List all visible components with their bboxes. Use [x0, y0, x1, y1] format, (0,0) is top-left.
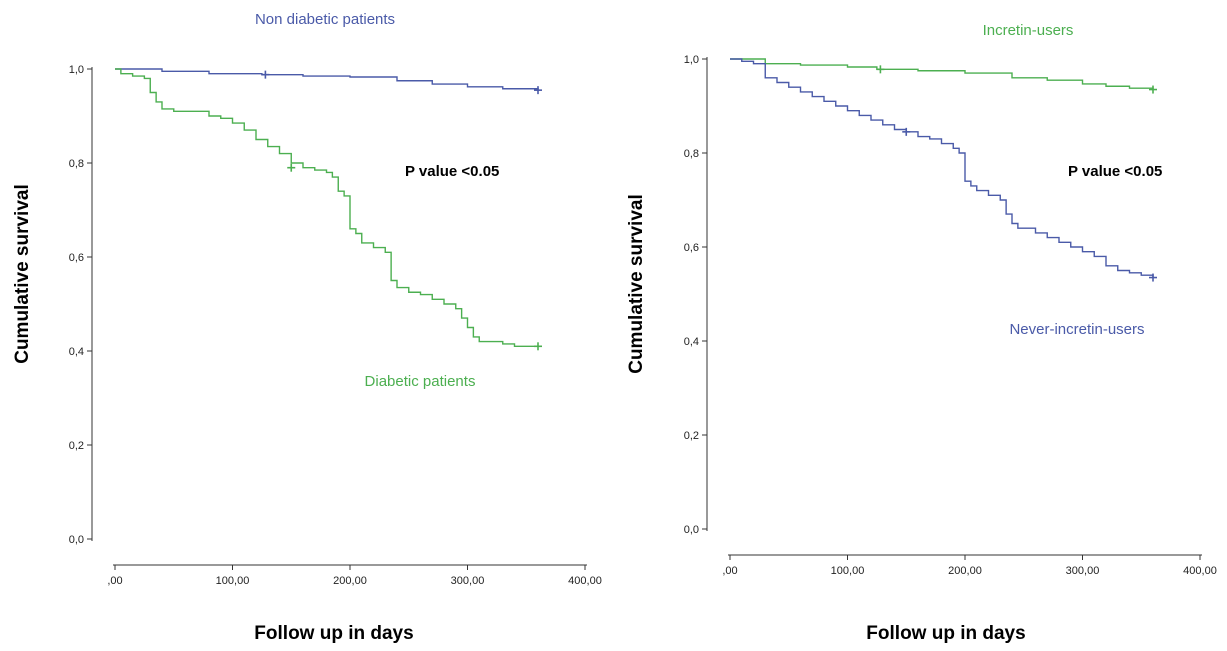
y-tick-label: 0,4	[684, 336, 699, 348]
p-value-annotation: P value <0.05	[405, 163, 499, 180]
survival-curve-1	[730, 58, 1154, 90]
x-tick-label: 200,00	[948, 565, 982, 577]
x-tick-label: 300,00	[1066, 565, 1100, 577]
censor-mark	[876, 65, 885, 74]
x-tick-label: 400,00	[568, 575, 602, 587]
y-tick-label: 0,6	[69, 252, 84, 264]
x-tick-label: ,00	[722, 565, 737, 577]
y-tick-label: 0,0	[69, 534, 84, 546]
x-axis-title: Follow up in days	[254, 623, 413, 644]
p-value-annotation: P value <0.05	[1068, 163, 1162, 180]
censor-mark	[287, 163, 296, 172]
x-tick-label: 200,00	[333, 575, 367, 587]
x-tick-label: 300,00	[451, 575, 485, 587]
y-tick-label: 0,8	[684, 148, 699, 160]
y-tick-label: 0,8	[69, 158, 84, 170]
series-label-1: Incretin-users	[983, 22, 1074, 39]
survival-curve-2	[115, 68, 538, 347]
censor-mark	[534, 342, 542, 351]
y-tick-label: 0,6	[684, 242, 699, 254]
survival-curve-2	[730, 58, 1154, 278]
y-tick-label: 0,4	[69, 346, 84, 358]
censor-mark	[902, 127, 911, 136]
y-tick-label: 1,0	[69, 64, 84, 76]
censor-mark	[1149, 273, 1157, 282]
y-tick-label: 0,0	[684, 524, 699, 536]
y-tick-label: 1,0	[684, 54, 699, 66]
x-tick-label: 100,00	[216, 575, 250, 587]
x-axis-title: Follow up in days	[866, 623, 1025, 644]
censor-mark	[1149, 85, 1157, 94]
y-axis-title: Cumulative survival	[626, 194, 647, 374]
series-label-1: Non diabetic patients	[255, 11, 395, 28]
x-tick-label: 100,00	[831, 565, 865, 577]
y-axis-title: Cumulative survival	[12, 184, 33, 364]
x-tick-label: 400,00	[1183, 565, 1217, 577]
censor-mark	[261, 70, 270, 79]
y-tick-label: 0,2	[684, 430, 699, 442]
series-label-2: Diabetic patients	[365, 373, 476, 390]
km-panel-right: 0,0 0,2 0,4 0,6 0,8 1,0 ,00 100,00 200,00 300,00 4…	[626, 22, 1217, 644]
y-tick-label: 0,2	[69, 440, 84, 452]
x-tick-label: ,00	[107, 575, 122, 587]
km-panel-left: 0,0 0,2 0,4 0,6 0,8 1,0 ,00 100,00 200,00 300,00 4…	[12, 11, 602, 644]
censor-mark	[534, 86, 542, 95]
series-label-2: Never-incretin-users	[1009, 321, 1144, 338]
survival-curve-1	[115, 68, 539, 91]
